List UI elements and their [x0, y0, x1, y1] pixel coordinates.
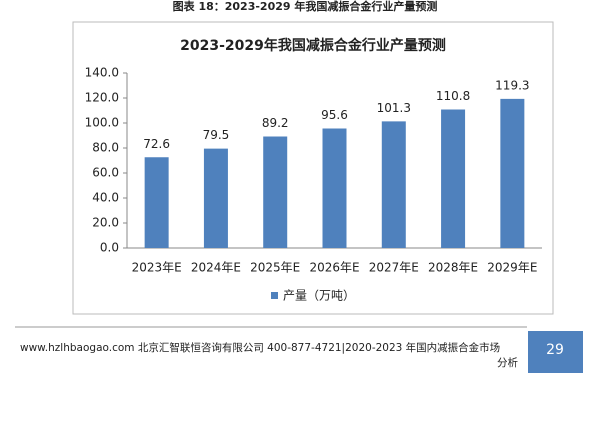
- y-tick-label: 120.0: [85, 91, 119, 105]
- bar: [441, 109, 466, 248]
- y-tick-label: 60.0: [92, 166, 119, 180]
- y-tick-label: 20.0: [92, 216, 119, 230]
- chart-title: 2023-2029年我国减振合金行业产量预测: [180, 37, 446, 54]
- x-tick-label: 2028年E: [428, 261, 478, 275]
- caption: 图表 18：2023-2029 年我国减振合金行业产量预测: [173, 0, 438, 13]
- y-tick-label: 40.0: [92, 191, 119, 205]
- x-tick-label: 2026年E: [309, 261, 359, 275]
- value-label: 89.2: [262, 116, 289, 130]
- y-tick-label: 0.0: [100, 241, 119, 255]
- value-label: 101.3: [377, 101, 411, 115]
- bar: [144, 157, 169, 248]
- x-tick-label: 2029年E: [487, 261, 537, 275]
- value-label: 119.3: [495, 78, 529, 92]
- bar: [203, 148, 228, 248]
- legend-label: 产量（万吨）: [283, 289, 355, 303]
- y-tick-label: 140.0: [85, 66, 119, 80]
- bar: [500, 98, 525, 248]
- bar: [322, 128, 347, 248]
- x-tick-label: 2024年E: [191, 261, 241, 275]
- footer-text: 分析: [497, 356, 518, 369]
- page-number-box: [528, 331, 583, 373]
- value-label: 79.5: [203, 128, 230, 142]
- x-tick-label: 2023年E: [132, 261, 182, 275]
- y-tick-label: 100.0: [85, 116, 119, 130]
- value-label: 110.8: [436, 89, 470, 103]
- page-number: 29: [546, 342, 564, 358]
- value-label: 72.6: [143, 137, 170, 151]
- value-label: 95.6: [321, 108, 348, 122]
- x-tick-label: 2027年E: [369, 261, 419, 275]
- bar: [263, 136, 288, 248]
- y-tick-label: 80.0: [92, 141, 119, 155]
- x-tick-label: 2025年E: [250, 261, 300, 275]
- legend-swatch: [271, 292, 278, 299]
- footer-text: www.hzlhbaogao.com 北京汇智联恒咨询有限公司 400-877-…: [20, 341, 500, 354]
- bar: [381, 121, 406, 248]
